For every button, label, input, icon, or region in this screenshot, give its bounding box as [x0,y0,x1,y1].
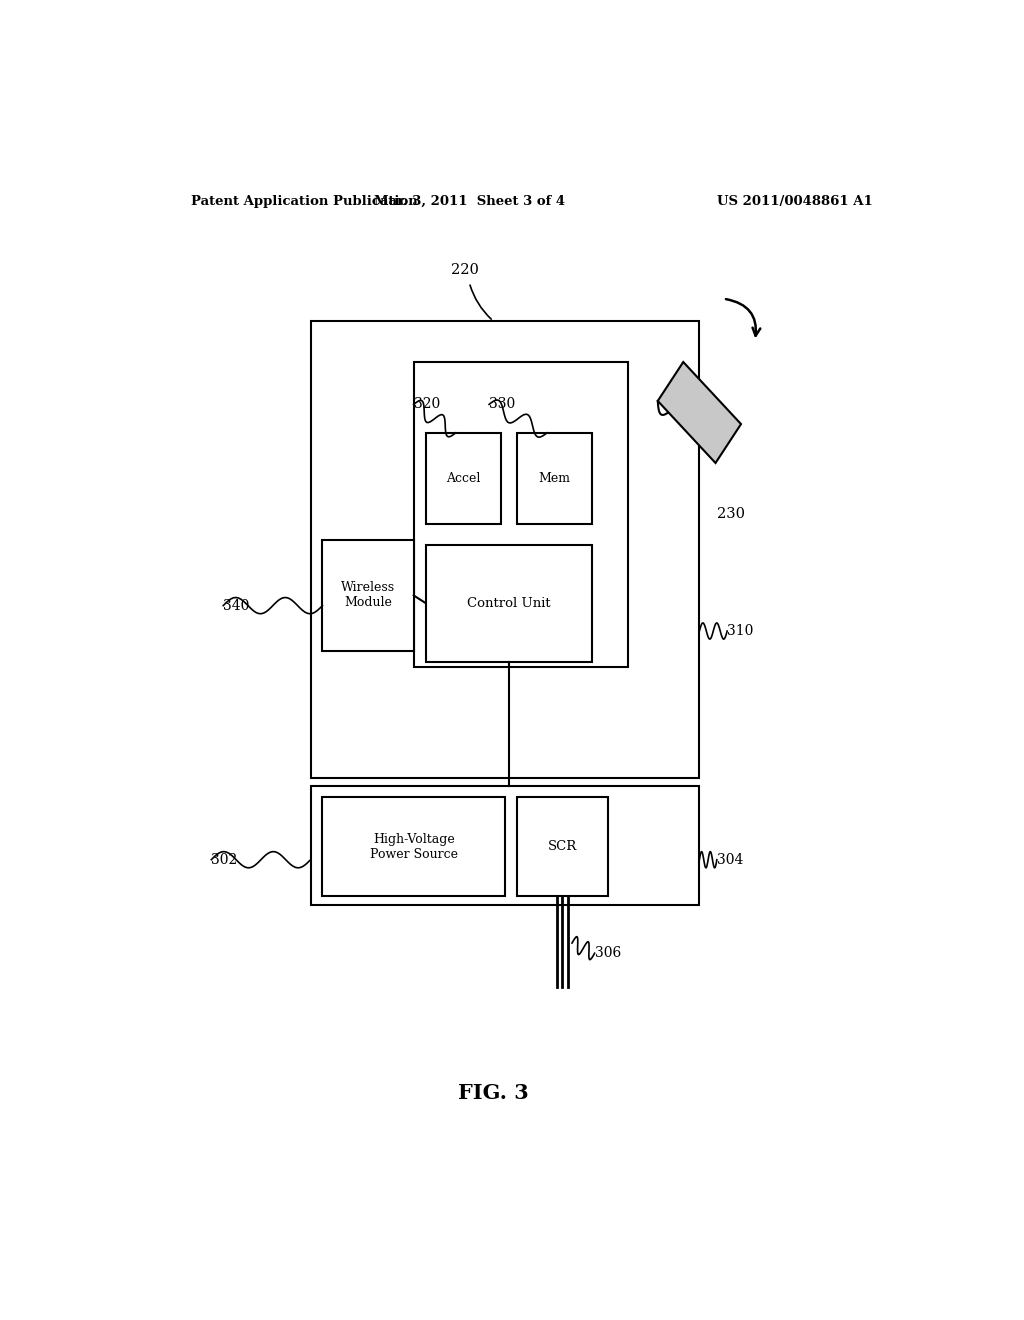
Bar [517,433,592,524]
Text: US 2011/0048861 A1: US 2011/0048861 A1 [717,194,872,207]
Text: Patent Application Publication: Patent Application Publication [191,194,418,207]
Text: 340: 340 [223,598,250,612]
Bar [323,797,505,896]
Text: FIG. 3: FIG. 3 [458,1084,528,1104]
Bar [517,797,608,896]
Text: 320: 320 [414,397,440,412]
Bar [310,785,699,906]
Text: High-Voltage
Power Source: High-Voltage Power Source [370,833,458,861]
Bar [323,540,414,651]
Text: 302: 302 [211,853,238,867]
Text: Wireless
Module: Wireless Module [341,581,395,610]
Text: 230: 230 [717,507,744,521]
Text: Accel: Accel [446,473,480,484]
Bar [310,321,699,779]
Text: 220: 220 [452,263,479,277]
Text: 304: 304 [717,853,743,867]
Bar [414,362,628,667]
Text: 310: 310 [727,624,754,638]
Text: Mar. 3, 2011  Sheet 3 of 4: Mar. 3, 2011 Sheet 3 of 4 [374,194,565,207]
Text: 306: 306 [595,946,621,960]
Text: 330: 330 [489,397,515,412]
Text: Control Unit: Control Unit [467,597,551,610]
Bar [426,433,501,524]
Text: SCR: SCR [548,840,578,853]
Text: Mem: Mem [539,473,570,484]
Bar [426,545,592,661]
Polygon shape [657,362,741,463]
